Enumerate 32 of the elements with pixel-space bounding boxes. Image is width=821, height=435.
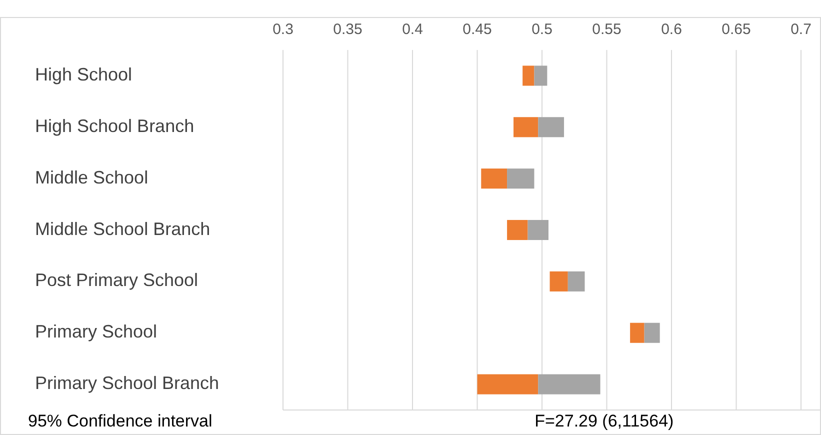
y-tick-label: High School	[35, 64, 132, 84]
x-tick-label: 0.55	[592, 20, 622, 38]
y-tick-label: High School Branch	[35, 116, 194, 136]
bar	[477, 374, 538, 394]
x-tick-label: 0.5	[532, 20, 552, 38]
bar	[507, 168, 534, 189]
y-tick-label: Primary School	[35, 322, 158, 342]
x-tick-label: 0.6	[661, 20, 682, 38]
bar	[644, 322, 660, 343]
y-tick-label: Primary School Branch	[35, 373, 220, 394]
x-tick-label: 0.3	[272, 20, 294, 38]
y-tick-label: Post Primary School	[35, 270, 198, 290]
text: 95% Confidence interval	[28, 411, 212, 430]
bar	[568, 271, 585, 292]
bar	[538, 374, 600, 394]
bar	[522, 66, 534, 86]
y-tick-label: Middle School Branch	[35, 218, 210, 239]
bar	[630, 322, 644, 343]
bar	[528, 220, 548, 240]
text: F=27.29 (6,11564)	[534, 411, 674, 430]
y-tick-label: Middle School	[35, 167, 148, 188]
bar	[534, 66, 548, 86]
x-tick-label: 0.45	[462, 20, 492, 38]
x-tick-label: 0.4	[402, 20, 423, 38]
bar	[507, 220, 528, 240]
bar	[538, 117, 564, 138]
bar	[481, 168, 508, 189]
x-tick-label: 0.35	[333, 20, 362, 38]
x-tick-label: 0.7	[790, 20, 812, 38]
bar	[550, 271, 568, 292]
x-tick-label: 0.65	[722, 20, 751, 38]
bar	[514, 117, 538, 138]
